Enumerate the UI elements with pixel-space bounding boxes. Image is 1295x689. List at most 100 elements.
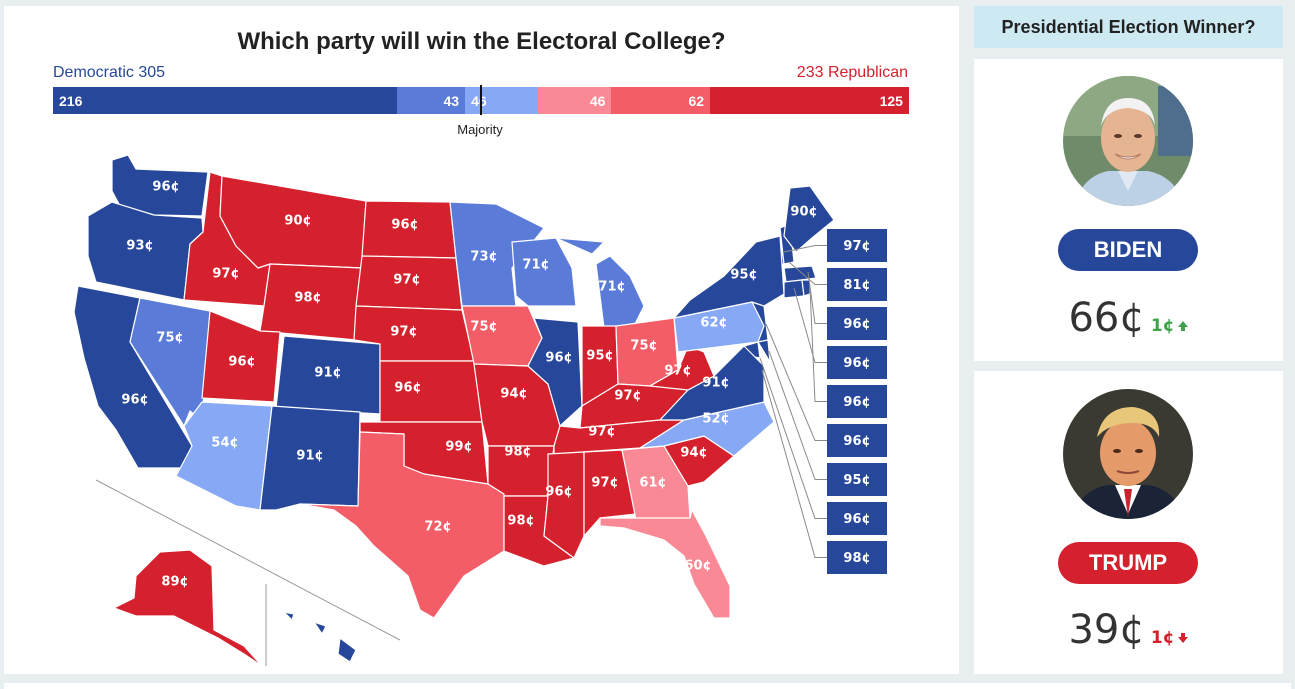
small-state-box-7[interactable] xyxy=(827,502,887,535)
trump-price: 39¢ xyxy=(1068,607,1145,653)
small-state-shape-2[interactable] xyxy=(783,265,817,283)
leader-line-6 xyxy=(768,350,827,480)
biden-name-button[interactable]: BIDEN xyxy=(1058,229,1198,271)
state-ny[interactable] xyxy=(673,235,785,319)
small-state-box-label-8: 98¢ xyxy=(843,551,870,566)
state-label-wa: 96¢ xyxy=(152,180,179,195)
state-label-ca: 96¢ xyxy=(121,393,148,408)
state-il[interactable] xyxy=(527,317,583,427)
state-ia[interactable] xyxy=(461,305,543,367)
state-label-nv: 75¢ xyxy=(156,331,183,346)
candidate-card-trump[interactable]: TRUMP 39¢ 1¢ xyxy=(974,371,1283,674)
state-label-ga: 61¢ xyxy=(639,476,666,491)
state-label-mi: 71¢ xyxy=(598,280,625,295)
state-label-oh: 75¢ xyxy=(630,339,657,354)
trump-avatar xyxy=(1063,389,1193,519)
small-state-box-label-4: 96¢ xyxy=(843,395,870,410)
state-label-sd: 97¢ xyxy=(393,273,420,288)
state-label-ia: 75¢ xyxy=(470,320,497,335)
majority-label: Majority xyxy=(457,122,503,137)
state-fl[interactable] xyxy=(599,509,731,619)
trump-price-row: 39¢ 1¢ xyxy=(974,607,1283,653)
bottom-strip xyxy=(4,683,1291,689)
small-state-box-4[interactable] xyxy=(827,385,887,418)
state-label-ny: 95¢ xyxy=(730,268,757,283)
state-hi[interactable] xyxy=(283,611,357,663)
ev-segment-1: 43 xyxy=(396,87,466,114)
candidate-card-biden[interactable]: BIDEN 66¢ 1¢ xyxy=(974,59,1283,361)
state-label-fl: 60¢ xyxy=(684,559,711,574)
majority-marker xyxy=(480,85,482,115)
state-label-wy: 98¢ xyxy=(294,291,321,306)
state-label-nd: 96¢ xyxy=(391,218,418,233)
state-label-me: 90¢ xyxy=(790,205,817,220)
leader-line-4 xyxy=(809,287,827,402)
biden-avatar xyxy=(1063,76,1193,206)
state-label-va: 91¢ xyxy=(702,376,729,391)
sidebar-header: Presidential Election Winner? xyxy=(974,6,1283,48)
state-ut[interactable] xyxy=(201,310,281,403)
small-state-box-label-7: 96¢ xyxy=(843,512,870,527)
state-label-nm: 91¢ xyxy=(296,449,323,464)
state-label-id: 97¢ xyxy=(212,267,239,282)
small-state-box-3[interactable] xyxy=(827,346,887,379)
us-map: 96¢ 93¢ 96¢ 75¢ 97¢ 90¢ 98¢ 96¢ 91¢ 54¢ 91¢ 96¢ 97¢ 9… xyxy=(73,154,887,667)
small-state-box-label-5: 96¢ xyxy=(843,434,870,449)
state-label-co: 91¢ xyxy=(314,366,341,381)
state-wv[interactable] xyxy=(649,345,715,391)
small-state-box-label-1: 81¢ xyxy=(843,278,870,293)
ev-segment-2: 46 xyxy=(465,87,539,114)
state-mn[interactable] xyxy=(449,201,545,307)
state-label-az: 54¢ xyxy=(211,436,238,451)
state-label-ar: 98¢ xyxy=(504,445,531,460)
ev-segment-5: 125 xyxy=(710,87,909,114)
small-state-box-label-0: 97¢ xyxy=(843,239,870,254)
small-state-box-5[interactable] xyxy=(827,424,887,457)
state-label-or: 93¢ xyxy=(126,239,153,254)
state-az[interactable] xyxy=(175,401,273,511)
state-label-ne: 97¢ xyxy=(390,325,417,340)
state-label-nc: 52¢ xyxy=(702,412,729,427)
state-label-tx: 72¢ xyxy=(424,520,451,535)
state-label-wv: 97¢ xyxy=(664,364,691,379)
trump-name-button[interactable]: TRUMP xyxy=(1058,542,1198,584)
leader-line-5 xyxy=(765,323,827,441)
state-label-wi: 71¢ xyxy=(522,258,549,273)
small-state-box-label-3: 96¢ xyxy=(843,356,870,371)
small-state-box-label-2: 96¢ xyxy=(843,317,870,332)
small-state-box-0[interactable] xyxy=(827,229,887,262)
leader-line-7 xyxy=(759,357,827,519)
ev-segment-3: 46 xyxy=(538,87,612,114)
biden-price: 66¢ xyxy=(1068,295,1145,341)
state-wy[interactable] xyxy=(259,263,363,341)
small-state-box-6[interactable] xyxy=(827,463,887,496)
state-tx[interactable] xyxy=(299,431,505,619)
state-label-in: 95¢ xyxy=(586,349,613,364)
arrow-down-icon xyxy=(1177,633,1188,643)
electoral-vote-bar: 216 43 46 46 62 125 xyxy=(53,87,909,114)
republican-total-label: 233 Republican xyxy=(796,64,908,81)
state-label-la: 98¢ xyxy=(507,514,534,529)
state-label-ak: 89¢ xyxy=(161,575,188,590)
state-al[interactable] xyxy=(583,449,637,537)
page-title: Which party will win the Electoral Colle… xyxy=(237,28,726,55)
electoral-map-panel: Which party will win the Electoral Colle… xyxy=(4,6,959,674)
state-label-mn: 73¢ xyxy=(470,250,497,265)
democratic-total-label: Democratic 305 xyxy=(53,64,166,81)
small-state-box-2[interactable] xyxy=(827,307,887,340)
small-state-shape-4[interactable] xyxy=(801,279,811,297)
state-ak[interactable] xyxy=(113,549,263,667)
ev-segment-4: 62 xyxy=(611,87,711,114)
trump-change: 1¢ xyxy=(1151,628,1189,648)
trump-change-value: 1¢ xyxy=(1150,628,1175,648)
state-label-mt: 90¢ xyxy=(284,214,311,229)
state-label-il: 96¢ xyxy=(545,351,572,366)
small-state-box-8[interactable] xyxy=(827,541,887,574)
small-state-box-1[interactable] xyxy=(827,268,887,301)
biden-change: 1¢ xyxy=(1151,316,1189,336)
state-wa[interactable] xyxy=(111,154,209,217)
biden-price-row: 66¢ 1¢ xyxy=(974,295,1283,341)
state-me[interactable] xyxy=(783,185,835,253)
state-label-tn: 97¢ xyxy=(588,425,615,440)
state-label-ok: 99¢ xyxy=(445,440,472,455)
